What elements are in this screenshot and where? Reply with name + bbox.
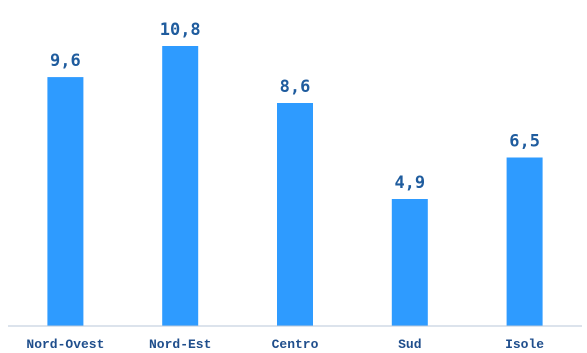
category-label-sud: Sud xyxy=(398,337,421,352)
value-label-nord-ovest: 9,6 xyxy=(50,51,81,71)
category-labels-group: Nord-Ovest Nord-Est Centro Sud Isole xyxy=(26,337,544,352)
category-label-isole: Isole xyxy=(505,337,544,352)
bar-centro xyxy=(277,103,313,326)
bar-nord-est xyxy=(162,46,199,326)
category-label-nord-est: Nord-Est xyxy=(149,337,211,352)
bar-nord-ovest xyxy=(47,77,84,326)
value-label-centro: 8,6 xyxy=(280,77,311,97)
bar-isole xyxy=(506,157,543,326)
value-label-sud: 4,9 xyxy=(394,173,425,193)
value-labels-group: 9,6 10,8 8,6 4,9 6,5 xyxy=(50,20,540,193)
bars-group xyxy=(47,46,543,326)
category-label-centro: Centro xyxy=(272,337,319,352)
value-label-isole: 6,5 xyxy=(509,132,540,152)
bar-sud xyxy=(391,199,428,326)
category-label-nord-ovest: Nord-Ovest xyxy=(26,337,104,352)
value-label-nord-est: 10,8 xyxy=(160,20,201,40)
